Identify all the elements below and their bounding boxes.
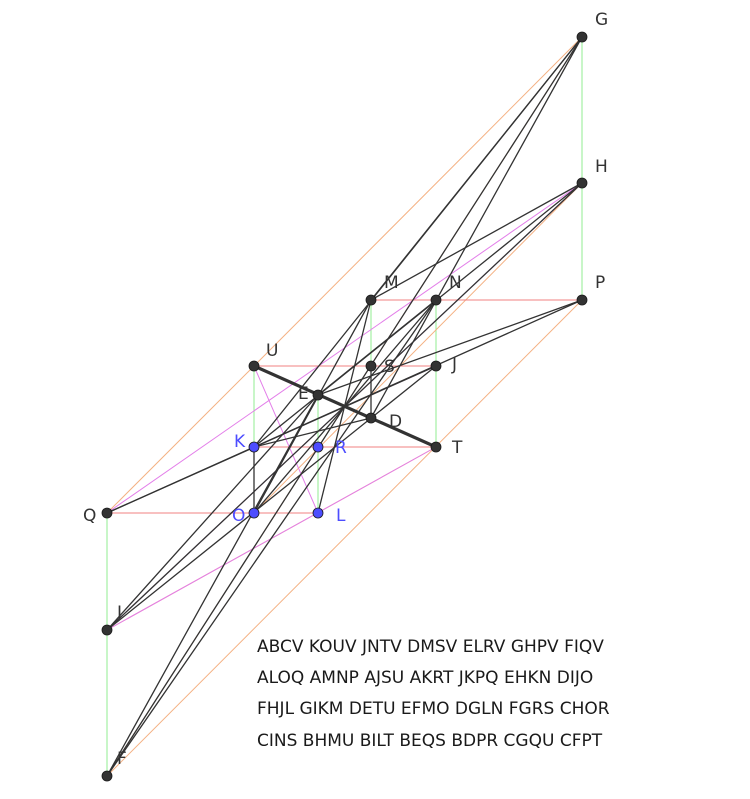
caption-line-2: ALOQ AMNP AJSU AKRT JKPQ EHKN DIJO <box>257 668 593 688</box>
segment-black-gd <box>370 36 583 419</box>
point-label-u: U <box>266 341 278 361</box>
point-label-g: G <box>595 10 608 30</box>
point-label-j: J <box>451 355 457 375</box>
point-d[interactable] <box>365 412 377 424</box>
segment-black-ut <box>252 364 438 449</box>
segment-black-ji <box>106 365 437 631</box>
segment-black-ef <box>106 394 319 777</box>
point-t[interactable] <box>430 441 442 453</box>
point-e[interactable] <box>312 389 324 401</box>
point-label-h: H <box>595 157 608 177</box>
point-n[interactable] <box>430 294 442 306</box>
segment-orange-ho <box>253 182 583 514</box>
point-o[interactable] <box>248 507 260 519</box>
point-r[interactable] <box>312 441 324 453</box>
point-g[interactable] <box>576 31 588 43</box>
point-label-i: I <box>117 603 122 623</box>
segment-orange-gu <box>253 36 583 367</box>
segment-black-jq <box>106 365 437 514</box>
point-label-o: O <box>232 506 245 526</box>
point-label-d: D <box>389 412 402 432</box>
segment-black-pe <box>317 299 583 396</box>
point-j[interactable] <box>430 360 442 372</box>
segment-black-ne <box>317 299 437 396</box>
point-h[interactable] <box>576 177 588 189</box>
point-label-q: Q <box>83 506 96 526</box>
segment-orange-pf <box>106 299 583 777</box>
segment-black-gk <box>253 36 583 448</box>
segment-black-nf <box>106 299 437 777</box>
caption-line-1: ABCV KOUV JNTV DMSV ELRV GHPV FIQV <box>257 637 604 657</box>
segment-black-ei <box>106 394 319 631</box>
point-label-m: M <box>384 273 399 293</box>
segment-black-mo <box>253 299 372 514</box>
caption-block: ABCV KOUV JNTV DMSV ELRV GHPV FIQV ALOQ … <box>257 637 610 751</box>
point-label-p: P <box>595 273 605 293</box>
point-label-e: E <box>298 384 309 404</box>
segment-black-dk <box>253 417 372 448</box>
segment-layer <box>106 36 583 777</box>
label-layer: G H P M N U S J E D T K R O L Q I F <box>83 10 608 769</box>
point-label-f: F <box>117 749 127 769</box>
point-label-r: R <box>335 438 347 458</box>
point-q[interactable] <box>101 507 113 519</box>
point-p[interactable] <box>576 294 588 306</box>
point-m[interactable] <box>365 294 377 306</box>
point-u[interactable] <box>248 360 260 372</box>
caption-line-3: FHJL GIKM DETU EFMO DGLN FGRS CHOR <box>257 699 610 719</box>
point-f[interactable] <box>101 770 113 782</box>
point-label-l: L <box>336 506 346 526</box>
point-label-k: K <box>234 432 246 452</box>
point-label-n: N <box>449 273 462 293</box>
caption-line-4: CINS BHMU BILT BEQS BDPR CGQU CFPT <box>257 731 603 751</box>
point-label-s: S <box>384 357 395 377</box>
point-label-t: T <box>451 438 463 458</box>
point-i[interactable] <box>101 624 113 636</box>
point-l[interactable] <box>312 507 324 519</box>
point-layer <box>101 31 588 782</box>
point-s[interactable] <box>365 360 377 372</box>
segment-orange-uq <box>106 365 255 514</box>
segment-black-hm <box>370 182 583 301</box>
point-k[interactable] <box>248 441 260 453</box>
